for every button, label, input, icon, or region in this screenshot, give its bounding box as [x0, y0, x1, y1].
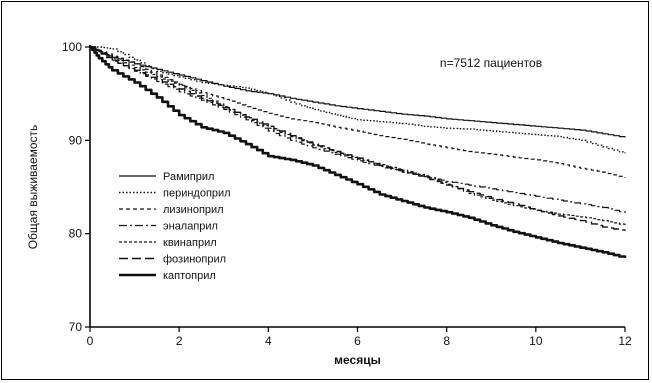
y-tick-label: 90	[69, 133, 83, 147]
x-tick-label: 0	[87, 334, 94, 348]
legend-label: каптоприл	[163, 270, 216, 282]
series-line-6	[90, 46, 626, 231]
series-line-5	[90, 46, 626, 226]
x-tick-label: 8	[443, 334, 450, 348]
x-tick-label: 2	[176, 334, 183, 348]
y-tick-label: 100	[62, 40, 82, 54]
series-line-4	[90, 46, 626, 214]
y-axis-label: Общая выживаемость	[26, 125, 40, 250]
x-tick-label: 4	[265, 334, 272, 348]
survival-line-chart: 0 2 4 6 8 10 12 70 80 90 100 Рамиприл периндоприл ли…	[26, 40, 632, 367]
legend-label: квинаприл	[163, 237, 217, 249]
legend-label: Рамиприл	[163, 171, 214, 183]
y-tick-label: 80	[69, 227, 83, 241]
legend-label: периндоприл	[163, 188, 231, 200]
x-axis-label: месяцы	[334, 353, 381, 367]
x-tick-label: 6	[354, 334, 361, 348]
sample-size-annotation: n=7512 пациентов	[440, 56, 542, 70]
y-tick-label: 70	[69, 320, 83, 334]
legend: Рамиприл периндоприл лизиноприл эналаприл кв…	[119, 171, 231, 282]
legend-label: эналаприл	[163, 221, 218, 233]
series-layer	[90, 45, 627, 258]
x-tick-label: 10	[529, 334, 543, 348]
legend-label: лизиноприл	[163, 204, 224, 216]
series-line-1	[90, 46, 626, 138]
axes: 0 2 4 6 8 10 12 70 80 90 100	[62, 40, 632, 348]
series-line-2	[90, 46, 626, 154]
legend-label: фозиноприл	[163, 254, 226, 266]
x-tick-label: 12	[618, 334, 632, 348]
series-line-7	[90, 45, 627, 258]
